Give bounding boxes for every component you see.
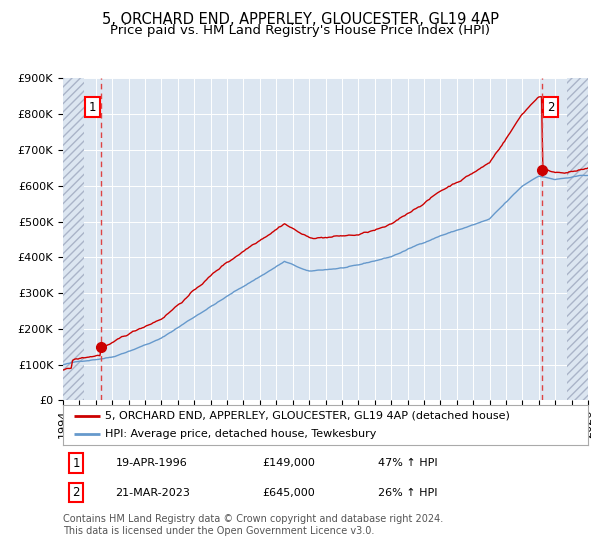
- Text: 26% ↑ HPI: 26% ↑ HPI: [378, 488, 437, 498]
- Text: 1: 1: [73, 456, 80, 469]
- Text: Contains HM Land Registry data © Crown copyright and database right 2024.
This d: Contains HM Land Registry data © Crown c…: [63, 514, 443, 536]
- Text: 19-APR-1996: 19-APR-1996: [115, 458, 187, 468]
- Text: 47% ↑ HPI: 47% ↑ HPI: [378, 458, 437, 468]
- Text: £149,000: £149,000: [263, 458, 316, 468]
- Text: 1: 1: [89, 101, 96, 114]
- Text: 2: 2: [547, 101, 554, 114]
- Text: 2: 2: [73, 486, 80, 499]
- Text: Price paid vs. HM Land Registry's House Price Index (HPI): Price paid vs. HM Land Registry's House …: [110, 24, 490, 36]
- Text: £645,000: £645,000: [263, 488, 315, 498]
- Text: HPI: Average price, detached house, Tewkesbury: HPI: Average price, detached house, Tewk…: [105, 430, 376, 439]
- Text: 21-MAR-2023: 21-MAR-2023: [115, 488, 190, 498]
- Text: 5, ORCHARD END, APPERLEY, GLOUCESTER, GL19 4AP: 5, ORCHARD END, APPERLEY, GLOUCESTER, GL…: [101, 12, 499, 27]
- Text: 5, ORCHARD END, APPERLEY, GLOUCESTER, GL19 4AP (detached house): 5, ORCHARD END, APPERLEY, GLOUCESTER, GL…: [105, 411, 510, 421]
